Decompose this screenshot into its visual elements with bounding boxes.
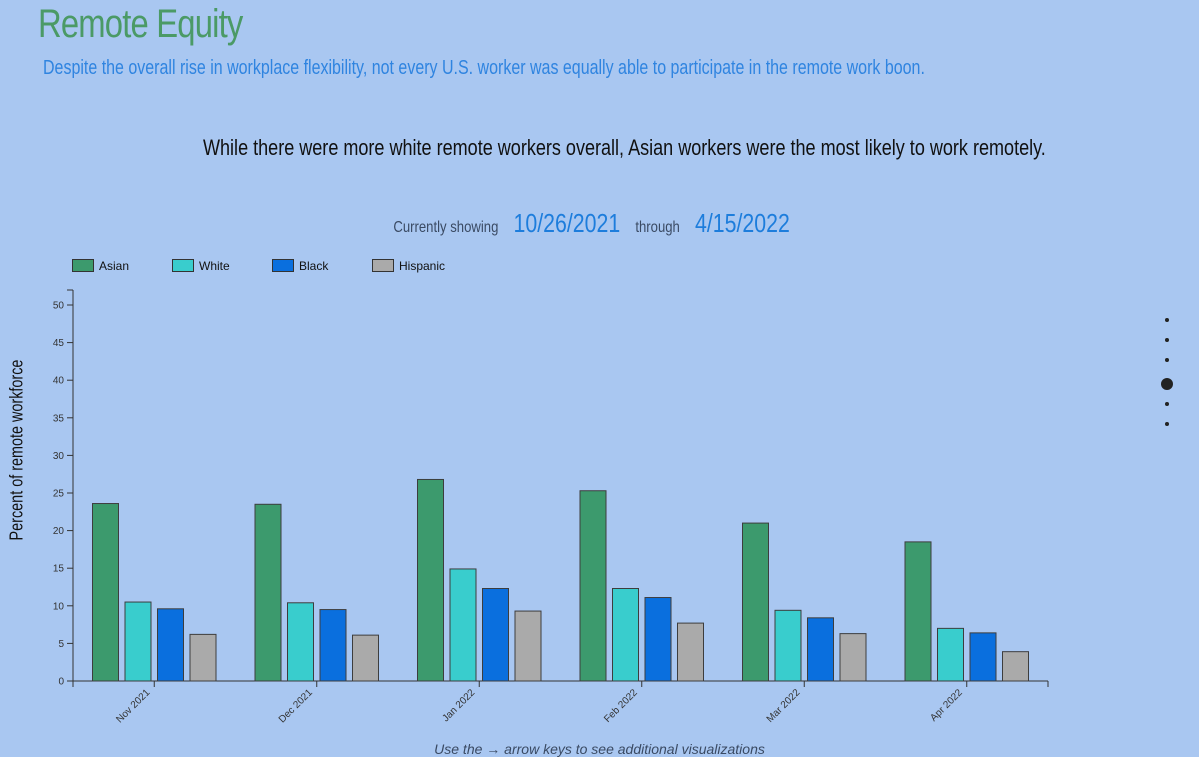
bar-asian-feb-2022[interactable] [579, 490, 607, 682]
page-subtitle: Despite the overall rise in workplace fl… [43, 57, 925, 79]
date-range-middle: through [635, 219, 680, 236]
bar-black-mar-2022[interactable] [807, 617, 834, 682]
y-tick-label: 35 [53, 413, 65, 424]
date-range-start: 10/26/2021 [513, 208, 621, 238]
bar-hispanic-nov-2021[interactable] [189, 633, 217, 682]
legend-label-hispanic: Hispanic [399, 259, 446, 273]
legend-swatch-hispanic [372, 259, 394, 273]
bar-black-nov-2021[interactable] [157, 608, 184, 682]
nav-dot[interactable] [1165, 402, 1169, 406]
bar-asian-mar-2022[interactable] [742, 522, 769, 682]
legend-label-asian: Asian [99, 259, 130, 273]
y-axis: 0 5 10 15 20 25 30 35 40 45 50 [53, 289, 74, 688]
x-tick-label: Dec 2021 [277, 687, 315, 725]
x-tick-label: Mar 2022 [765, 687, 803, 725]
legend-label-white: White [199, 259, 230, 273]
bar-black-jan-2022[interactable] [482, 588, 509, 682]
y-tick-label: 0 [58, 677, 64, 688]
x-tick-label: Apr 2022 [928, 687, 965, 724]
legend-swatch-white [172, 259, 194, 273]
page-title: Remote Equity [38, 2, 243, 46]
bar-asian-jan-2022[interactable] [417, 478, 444, 682]
x-tick-label: Jan 2022 [440, 687, 477, 724]
y-tick-label: 25 [53, 489, 65, 500]
bar-white-jan-2022[interactable] [449, 568, 477, 682]
date-range: Currently showing 10/26/2021 through 4/1… [107, 208, 1079, 239]
nav-dot[interactable] [1165, 358, 1169, 362]
y-tick-label: 40 [53, 376, 65, 387]
x-tick-label: Nov 2021 [114, 687, 152, 725]
legend-item-hispanic[interactable]: Hispanic [372, 259, 445, 273]
legend-item-white[interactable]: White [172, 259, 230, 273]
y-tick-label: 30 [53, 451, 65, 462]
legend-swatch-asian [72, 259, 94, 273]
bar-asian-nov-2021[interactable] [92, 503, 119, 682]
chart-headline: While there were more white remote worke… [202, 135, 1046, 160]
date-range-end: 4/15/2022 [694, 208, 790, 238]
legend-item-black[interactable]: Black [272, 259, 328, 273]
bar-asian-apr-2022[interactable] [904, 541, 932, 682]
y-tick-label: 50 [53, 301, 65, 312]
bar-hispanic-apr-2022[interactable] [1002, 651, 1029, 682]
bar-hispanic-jan-2022[interactable] [514, 610, 542, 682]
bar-asian-dec-2021[interactable] [254, 503, 282, 682]
legend-item-asian[interactable]: Asian [72, 259, 129, 273]
footer-note: Use the → arrow keys to see additional v… [434, 741, 765, 757]
bar-white-mar-2022[interactable] [774, 609, 802, 682]
bar-black-dec-2021[interactable] [319, 609, 347, 682]
section-nav-dots [1158, 318, 1176, 442]
bar-hispanic-feb-2022[interactable] [677, 622, 704, 682]
nav-dot[interactable] [1165, 338, 1169, 342]
bar-white-apr-2022[interactable] [937, 627, 964, 682]
bar-black-apr-2022[interactable] [969, 632, 997, 682]
bar-hispanic-mar-2022[interactable] [839, 633, 867, 682]
legend-label-black: Black [299, 259, 329, 273]
y-tick-label: 20 [53, 526, 65, 537]
bar-black-feb-2022[interactable] [644, 597, 672, 682]
bar-hispanic-dec-2021[interactable] [352, 634, 379, 682]
bar-white-nov-2021[interactable] [124, 601, 152, 682]
x-axis: Nov 2021 Dec 2021 Jan 2022 Feb 2022 Mar 2022… [72, 680, 1049, 725]
nav-dot[interactable] [1161, 378, 1173, 390]
bars [92, 478, 1029, 682]
nav-dot[interactable] [1165, 422, 1169, 426]
date-range-prefix: Currently showing [393, 219, 499, 236]
bar-white-dec-2021[interactable] [287, 602, 314, 682]
nav-dot[interactable] [1165, 318, 1169, 322]
y-tick-label: 45 [53, 338, 65, 349]
bar-white-feb-2022[interactable] [612, 588, 639, 682]
legend-swatch-black [272, 259, 294, 273]
y-tick-label: 10 [53, 601, 65, 612]
x-tick-label: Feb 2022 [602, 687, 640, 725]
y-tick-label: 5 [58, 639, 64, 650]
y-tick-label: 15 [53, 564, 65, 575]
